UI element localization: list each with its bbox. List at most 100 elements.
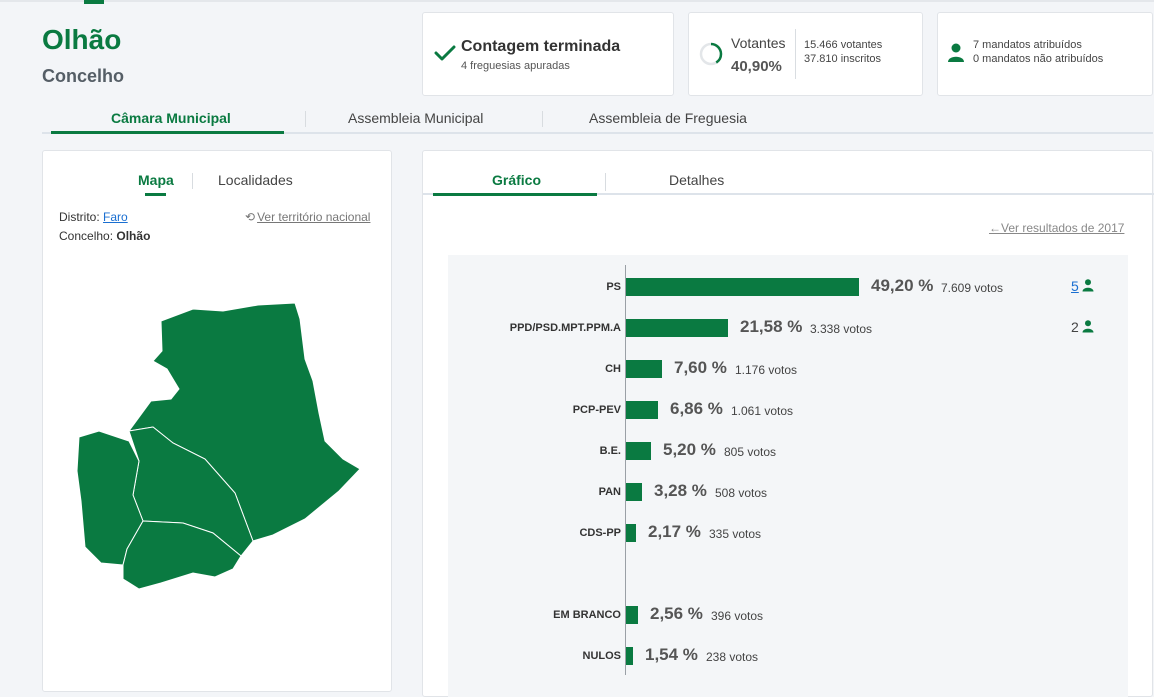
percent-label: 49,20 % — [871, 276, 934, 295]
votes-label: 508 votos — [715, 486, 768, 500]
active-tab-indicator — [433, 193, 597, 196]
count-status-title: Contagem terminada — [461, 38, 621, 55]
party-label: NULOS — [582, 650, 622, 662]
result-bar[interactable] — [626, 319, 728, 337]
percent-label: 7,60 % — [674, 358, 727, 377]
party-label: PPD/PSD.MPT.PPM.A — [509, 322, 621, 334]
votes-label: 805 votos — [724, 445, 777, 459]
seats-count: 2 — [1071, 319, 1094, 335]
district-info: Distrito: Faro — [59, 210, 128, 224]
result-bar[interactable] — [626, 360, 662, 378]
person-icon — [1082, 320, 1094, 333]
chart-axis-line — [625, 265, 626, 675]
person-icon — [948, 43, 964, 62]
mandates-card: 7 mandatos atribuídos 0 mandatos não atr… — [937, 12, 1153, 96]
chart-row: CH 7,60 % 1.176 votos — [423, 358, 1154, 379]
percent-label: 5,20 % — [663, 440, 716, 459]
district-link[interactable]: Faro — [103, 210, 128, 224]
top-divider — [0, 0, 1154, 2]
count-status-card: Contagem terminada 4 freguesias apuradas — [422, 12, 674, 96]
percent-label: 1,54 % — [645, 645, 698, 664]
active-tab-indicator — [51, 131, 284, 134]
seats-number: 2 — [1071, 319, 1079, 335]
chart-row: EM BRANCO 2,56 % 396 votos — [423, 604, 1154, 625]
seats-count[interactable]: 5 — [1071, 278, 1094, 294]
votes-label: 335 votos — [709, 527, 762, 541]
result-bar[interactable] — [626, 524, 636, 542]
tab-assembleia-municipal[interactable]: Assembleia Municipal — [348, 110, 484, 126]
previous-results-link[interactable]: ←Ver resultados de 2017 — [989, 221, 1124, 235]
party-label: CH — [605, 363, 621, 375]
turnout-registered: 37.810 inscritos — [804, 53, 882, 65]
turnout-divider — [795, 29, 796, 79]
tab-detalhes[interactable]: Detalhes — [669, 172, 725, 188]
municipality-map — [76, 302, 361, 590]
turnout-voters: 15.466 votantes — [804, 39, 883, 51]
national-territory-link[interactable]: ⟲ Ver território nacional — [245, 210, 370, 224]
map-parish-south[interactable] — [122, 520, 242, 590]
election-tabs: Câmara Municipal Assembleia Municipal As… — [42, 104, 1153, 134]
top-indicator — [84, 0, 104, 4]
person-icon — [1082, 279, 1094, 292]
municipality-info: Concelho: Olhão — [59, 229, 150, 243]
chart-row: CDS-PP 2,17 % 335 votos — [423, 522, 1154, 543]
district-label: Distrito: — [59, 210, 100, 224]
chart-row: PAN 3,28 % 508 votos — [423, 481, 1154, 502]
tab-grafico[interactable]: Gráfico — [492, 172, 542, 188]
result-bar[interactable] — [626, 483, 642, 501]
party-label: PS — [606, 281, 621, 293]
map-parish-north[interactable] — [127, 302, 361, 542]
chart-row: NULOS 1,54 % 238 votos — [423, 645, 1154, 666]
mandates-unassigned: 0 mandatos não atribuídos — [973, 53, 1104, 65]
votes-label: 396 votos — [711, 609, 764, 623]
tab-separator — [192, 173, 193, 189]
votes-label: 3.338 votos — [810, 322, 873, 336]
arrow-left-icon: ← — [989, 221, 1001, 235]
municipality-value: Olhão — [116, 229, 151, 243]
result-bar[interactable] — [626, 442, 651, 460]
municipality-label: Concelho: — [59, 229, 114, 243]
chart-row: PCP-PEV 6,86 % 1.061 votos — [423, 399, 1154, 420]
page-subtitle: Concelho — [42, 66, 125, 86]
results-panel: Gráfico Detalhes ←Ver resultados de 2017… — [422, 150, 1154, 697]
undo-icon: ⟲ — [245, 210, 256, 224]
chart-area — [448, 255, 1128, 697]
tabs-baseline — [42, 132, 1153, 134]
result-bar[interactable] — [626, 606, 638, 624]
tab-separator — [605, 173, 606, 191]
page-title: Olhão — [42, 24, 122, 55]
national-territory-link-label: Ver território nacional — [257, 210, 371, 224]
party-label: PCP-PEV — [572, 404, 621, 416]
percent-label: 3,28 % — [654, 481, 707, 500]
check-icon — [434, 45, 456, 61]
active-tab-indicator — [145, 193, 166, 196]
tab-separator — [305, 111, 306, 127]
tabs-baseline — [423, 193, 1154, 195]
percent-label: 21,58 % — [740, 317, 803, 336]
votes-label: 1.061 votos — [731, 404, 794, 418]
result-bar[interactable] — [626, 401, 658, 419]
party-label: EM BRANCO — [553, 609, 621, 621]
percent-label: 2,56 % — [650, 604, 703, 623]
votes-label: 1.176 votos — [735, 363, 798, 377]
chart-row: PS 49,20 % 7.609 votos 5 — [423, 276, 1154, 297]
turnout-card: Votantes 40,90% 15.466 votantes 37.810 i… — [688, 12, 923, 96]
tab-assembleia-freguesia[interactable]: Assembleia de Freguesia — [589, 110, 747, 126]
tab-mapa[interactable]: Mapa — [138, 172, 174, 188]
party-label: B.E. — [599, 445, 621, 457]
chart-row: PPD/PSD.MPT.PPM.A 21,58 % 3.338 votos 2 — [423, 317, 1154, 338]
result-bar[interactable] — [626, 647, 633, 665]
seats-number: 5 — [1071, 278, 1079, 294]
count-status-detail: 4 freguesias apuradas — [461, 60, 570, 72]
party-label: PAN — [598, 486, 621, 498]
party-label: CDS-PP — [579, 527, 621, 539]
percent-label: 6,86 % — [670, 399, 723, 418]
tab-camara-municipal[interactable]: Câmara Municipal — [111, 110, 231, 126]
result-bar[interactable] — [626, 278, 859, 296]
turnout-ring-icon — [699, 42, 723, 66]
map-panel: Mapa Localidades Distrito: Faro Concelho… — [42, 150, 392, 692]
tab-localidades[interactable]: Localidades — [218, 172, 293, 188]
previous-results-label: Ver resultados de 2017 — [1001, 221, 1125, 235]
tab-separator — [542, 111, 543, 127]
votes-label: 238 votos — [706, 650, 759, 664]
